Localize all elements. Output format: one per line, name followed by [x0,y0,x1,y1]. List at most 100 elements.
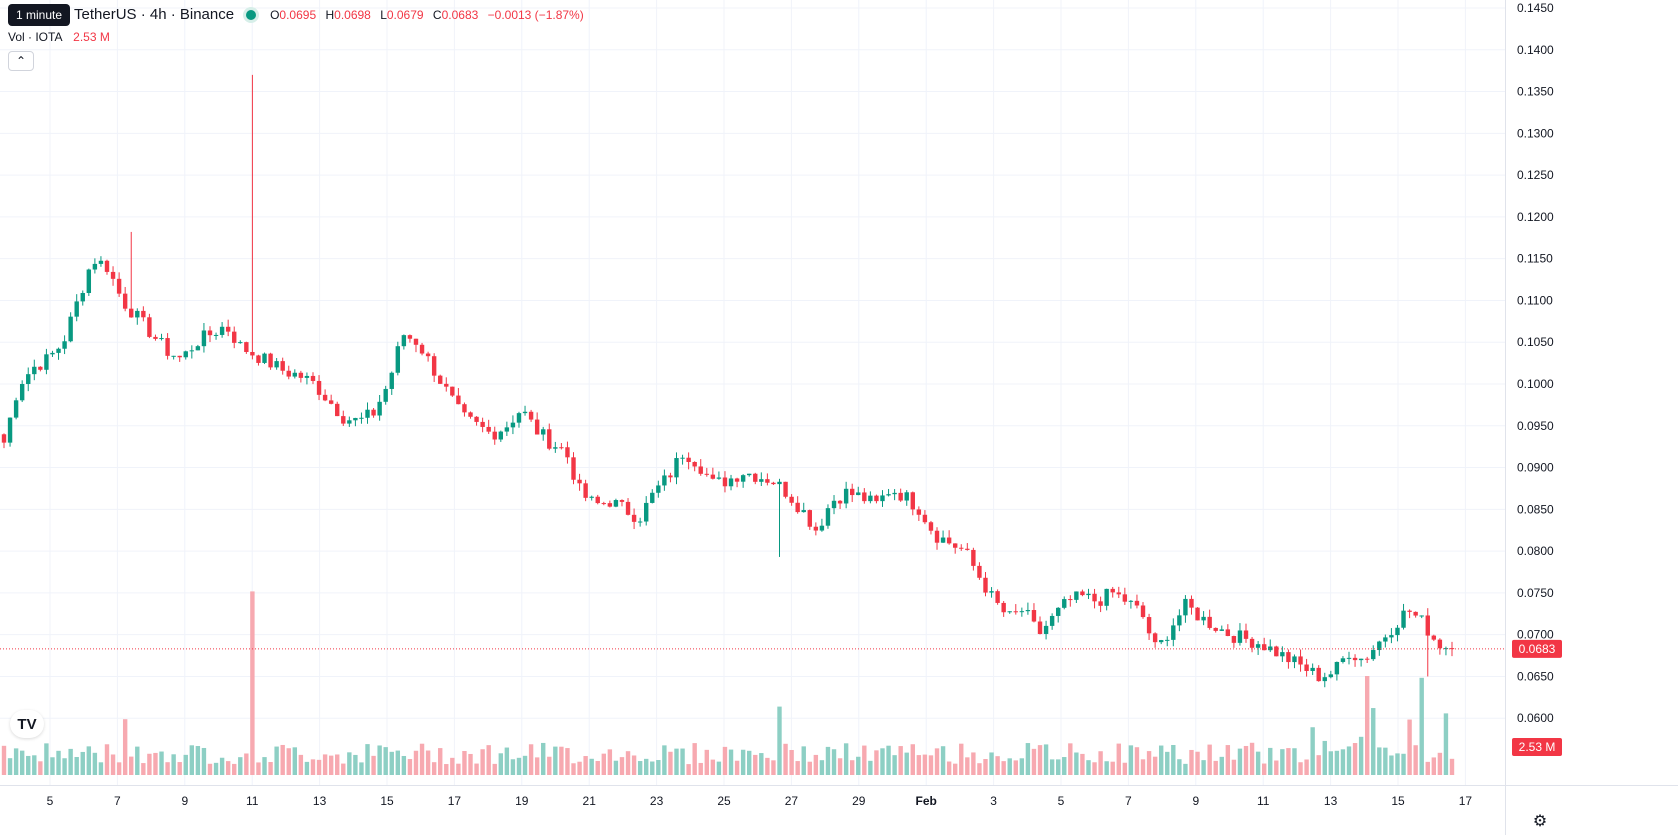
candle-body [559,447,564,449]
volume-bar [256,762,261,775]
x-tick-label: 15 [380,794,394,808]
volume-bar [547,756,552,775]
x-tick-label: 29 [852,794,866,808]
candle-body [383,388,388,402]
volume-bar [1104,761,1109,775]
volume-bar [1352,743,1358,775]
candle-body [1146,617,1152,634]
volume-bar [238,757,243,775]
volume-bar [1237,748,1243,775]
volume-bar [765,757,770,775]
candle-body [547,429,552,449]
candle-body [1377,641,1382,651]
volume-bar [413,750,419,775]
candle-body [377,401,382,416]
x-tick-label: 17 [1459,794,1473,808]
volume-bar [1134,747,1140,775]
candle-body [1389,635,1394,638]
candle-body [668,475,673,478]
volume-bar [541,742,546,775]
candle-body [310,375,316,381]
candle-body [1274,646,1279,657]
volume-bar [710,759,716,775]
candle-body [789,496,794,503]
volume-bar [298,754,304,775]
candle-body [740,475,746,482]
market-status-dot [246,9,257,20]
volume-bar [304,761,310,775]
candle-body [68,316,73,342]
volume-bar [159,751,164,775]
volume-bar [92,752,98,775]
candle-body [1195,607,1200,621]
y-tick-label: 0.1300 [1517,126,1554,140]
candle-body [674,458,679,478]
symbol-title[interactable]: TetherUS · 4h · Binance [74,6,235,23]
volume-bar [589,758,594,775]
candle-body [1,434,7,443]
volume-bar [371,755,376,775]
candle-body [425,353,431,357]
candle-body [692,461,697,467]
candle-body [268,353,273,368]
candle-body [601,503,606,505]
gear-icon[interactable]: ⚙ [1532,813,1548,830]
candle-body [86,269,92,294]
volume-bar [450,757,455,775]
collapse-legend-button[interactable]: ⌃ [8,51,34,71]
volume-bar [1001,761,1006,775]
volume-bar [1316,755,1321,775]
candle-body [129,308,134,318]
candle-body [1134,600,1140,606]
y-tick-label: 0.0650 [1517,669,1554,683]
volume-bar [280,744,285,775]
x-tick-label: 7 [114,794,121,808]
candle-body [783,481,788,497]
volume-bar [783,743,788,775]
volume-bar [322,754,328,775]
candle-body [232,331,237,343]
x-tick-label: 5 [47,794,54,808]
volume-bar [1364,676,1370,775]
candle-body [631,514,637,522]
volume-bar [928,755,934,775]
volume-bar [959,743,964,775]
volume-bar [50,757,55,775]
volume-bar [189,745,195,775]
volume-bar [213,762,219,775]
candle-body [1340,658,1346,662]
candle-body [359,417,364,419]
candle-body [1098,601,1103,606]
volume-bar [1116,743,1121,775]
candle-body [1062,599,1067,608]
volume-bar [662,745,667,775]
volume-bar [492,763,497,775]
volume-bar [716,761,722,775]
tradingview-logo-icon[interactable]: TV [10,710,44,738]
volume-bar [1443,713,1449,775]
x-tick-label: 27 [785,794,799,808]
candle-body [1122,594,1128,602]
x-tick-label: 21 [583,794,597,808]
candle-body [595,496,600,504]
volume-bar [692,743,697,775]
volume-bar [1304,759,1309,775]
candle-body [965,548,970,550]
volume-bar [195,746,201,775]
volume-bar [862,745,867,775]
volume-bar [565,748,570,775]
volume-bar [1171,744,1176,775]
candle-body [989,591,994,593]
volume-bar [504,747,510,775]
candle-body [492,431,497,440]
volume-bar [1037,745,1043,775]
volume-bar [389,751,394,775]
volume-bar [38,761,43,775]
candle-body [171,355,176,357]
candle-body [644,502,649,522]
volume-bar [359,762,364,775]
volume-bar [1249,742,1255,775]
candle-body [1395,627,1400,636]
